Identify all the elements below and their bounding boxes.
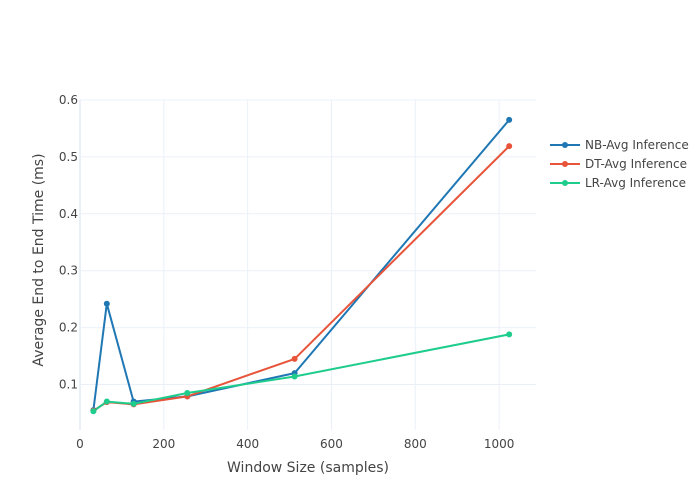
data-point (90, 408, 97, 415)
y-tick-label: 0.2 (59, 321, 78, 335)
data-point (506, 331, 513, 338)
data-point (506, 116, 513, 123)
data-point (184, 390, 191, 397)
x-tick-label: 1000 (484, 437, 515, 451)
series-line-1 (92, 119, 510, 411)
data-point (103, 398, 110, 405)
series-line-2 (92, 145, 510, 412)
series-lines (92, 119, 510, 413)
y-tick-label: 0.1 (59, 377, 78, 391)
y-tick-label: 0.6 (59, 93, 78, 107)
legend-item-3[interactable]: LR-Avg Inference (550, 176, 686, 190)
x-tick-label: 400 (236, 437, 259, 451)
data-point (291, 355, 298, 362)
data-point (506, 143, 513, 150)
x-tick-label: 0 (76, 437, 84, 451)
legend-item-2[interactable]: DT-Avg Inference (550, 157, 687, 171)
series-line-3 (92, 333, 510, 413)
legend-label: NB-Avg Inference (585, 138, 689, 152)
grid-lines (79, 99, 536, 430)
x-tick-label: 200 (152, 437, 175, 451)
series-points (90, 116, 513, 415)
legend-item-1[interactable]: NB-Avg Inference (550, 138, 689, 152)
y-axis-title: Average End to End Time (ms) (31, 153, 47, 366)
data-point (130, 400, 137, 407)
y-tick-label: 0.5 (59, 150, 78, 164)
y-tick-label: 0.4 (59, 207, 78, 221)
y-tick-label: 0.3 (59, 264, 78, 278)
data-point (103, 300, 110, 307)
legend-marker (562, 142, 568, 148)
data-point (291, 373, 298, 380)
tick-labels: 0 200 400 600 800 1000 0.1 0.2 0.3 0.4 0.5 0.6 (59, 93, 514, 451)
x-axis-title: Window Size (samples) (227, 460, 389, 476)
x-tick-label: 800 (404, 437, 427, 451)
legend: NB-Avg Inference DT-Avg Inference LR-Avg I… (550, 138, 689, 190)
legend-marker (562, 180, 568, 186)
legend-label: DT-Avg Inference (585, 157, 687, 171)
legend-marker (562, 161, 568, 167)
x-tick-label: 600 (320, 437, 343, 451)
legend-label: LR-Avg Inference (585, 176, 686, 190)
